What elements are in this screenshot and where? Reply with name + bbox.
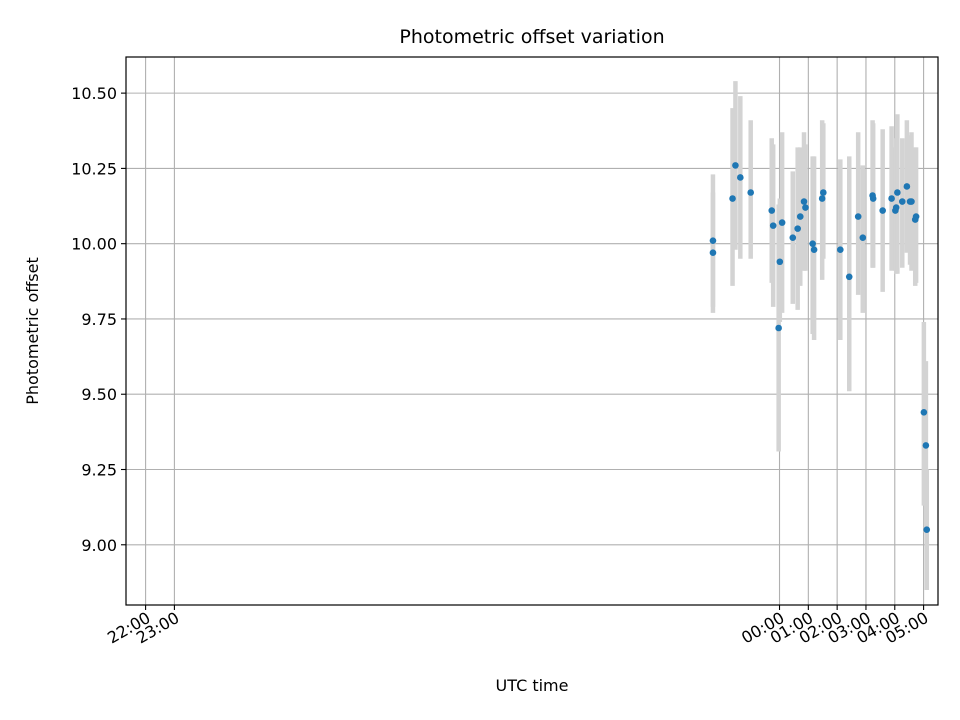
data-point [820, 189, 827, 196]
data-point [768, 207, 776, 214]
x-axis-title: UTC time [496, 676, 569, 695]
data-point [775, 324, 782, 332]
data-point [776, 258, 784, 266]
y-tick-label: 9.00 [81, 536, 117, 555]
y-tick-label: 9.75 [81, 310, 117, 329]
data-point [789, 234, 797, 241]
grid-lines [126, 57, 938, 605]
data-point [888, 195, 895, 202]
data-point [923, 526, 931, 534]
data-point [894, 189, 901, 196]
y-tick-label: 10.25 [71, 159, 117, 178]
plot-area-frame [125, 56, 939, 606]
data-point [837, 246, 844, 254]
data-point [920, 408, 928, 416]
data-point [737, 174, 744, 181]
data-point [892, 204, 900, 211]
data-point [747, 189, 755, 196]
data-point [769, 222, 777, 229]
data-point [800, 198, 808, 205]
y-tick-label: 10.00 [71, 235, 117, 254]
data-point [869, 195, 877, 202]
data-point [908, 198, 915, 205]
data-point [729, 195, 736, 202]
data-point [709, 249, 717, 257]
data-point [794, 225, 801, 232]
data-point [903, 183, 911, 190]
data-point [796, 213, 804, 220]
data-point [709, 237, 717, 244]
chart-title: Photometric offset variation [399, 26, 664, 48]
data-point [802, 204, 809, 211]
data-point [879, 207, 886, 214]
y-axis-title: Photometric offset [23, 257, 42, 405]
data-point [778, 219, 786, 226]
data-point [810, 246, 818, 254]
y-tick-label: 9.25 [81, 461, 117, 480]
data-point [854, 213, 862, 220]
data-point [732, 162, 739, 169]
data-point [818, 195, 826, 202]
y-tick-label: 10.50 [71, 84, 117, 103]
data-points [709, 162, 931, 534]
data-point [809, 240, 816, 247]
data-point [912, 213, 920, 220]
data-point [898, 198, 906, 205]
data-point [922, 442, 930, 449]
y-tick-label: 9.50 [81, 385, 117, 404]
data-point [859, 234, 867, 241]
data-point [845, 273, 853, 281]
